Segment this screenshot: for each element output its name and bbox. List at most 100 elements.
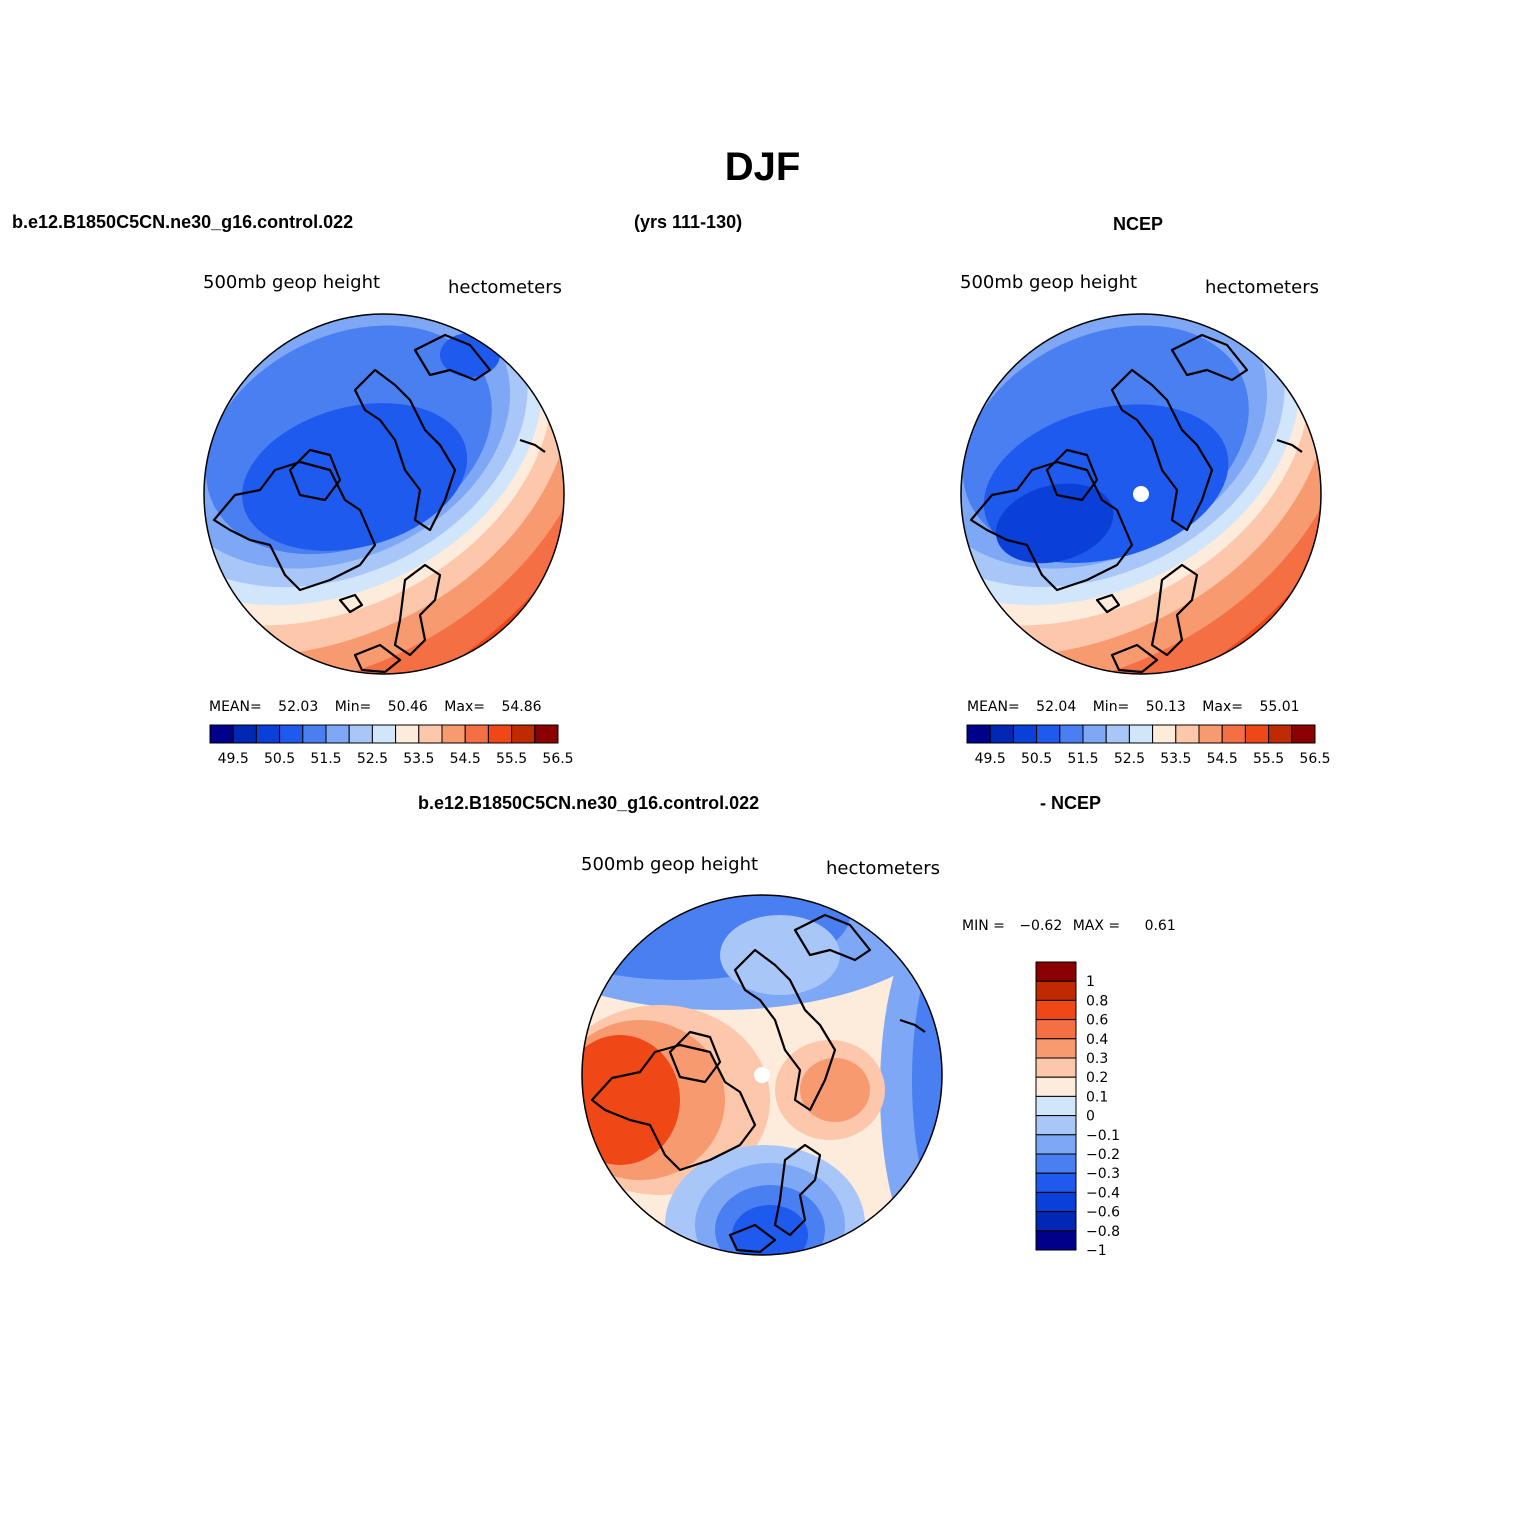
model-colorbar-box [348,724,373,744]
diff-obs-name-label: - NCEP [1040,793,1102,813]
obs-colorbar-tick: 51.5 [1067,751,1098,767]
model-colorbar-box [209,724,234,744]
model-colorbar-tick: 49.5 [218,751,249,767]
diff-colorbar-tick: 0.2 [1086,1070,1108,1086]
diff-colorbar-box [1035,1230,1077,1251]
obs-max-value: 55.01 [1259,699,1300,715]
diff-colorbar-tick: 0.4 [1086,1032,1108,1048]
obs-colorbar-tick: 50.5 [1021,751,1052,767]
diff-colorbar-tick: 0.3 [1086,1051,1108,1067]
model-map [203,313,565,675]
obs-colorbar-box [1175,724,1200,744]
obs-colorbar-tick: 55.5 [1253,751,1284,767]
obs-colorbar-box [1128,724,1154,744]
model-colorbar-box [395,724,420,744]
diff-colorbar-box [1035,1134,1077,1155]
diff-colorbar-box [1035,999,1077,1021]
diff-colorbar-box [1035,1019,1077,1040]
diff-subtitle-right: hectometers [826,858,940,879]
model-mean-label: MEAN= [209,699,262,715]
diff-colorbar-tick: −0.1 [1086,1128,1120,1144]
diff-max-label: MAX = [1072,918,1121,934]
obs-colorbar-tick: 54.5 [1207,751,1238,767]
page-title: DJF [724,145,801,189]
obs-colorbar-tick: 56.5 [1299,751,1330,767]
model-colorbar-tick: 53.5 [403,751,434,767]
diff-max-value: 0.61 [1144,918,1176,934]
diff-subtitle-left: 500mb geop height [581,854,759,875]
obs-map [960,313,1322,675]
obs-colorbar-tick: 53.5 [1160,751,1191,767]
model-colorbar-tick: 56.5 [542,751,573,767]
model-colorbar-tick: 55.5 [496,751,527,767]
obs-colorbar-box [1244,724,1270,744]
obs-colorbar-box [966,724,991,744]
model-mean-value: 52.03 [278,699,319,715]
obs-colorbar-box [1082,724,1107,744]
obs-colorbar-box [1268,724,1293,744]
obs-colorbar-box [1059,724,1084,744]
model-subtitle-left: 500mb geop height [203,272,381,293]
diff-pole-marker [754,1067,770,1083]
model-colorbar-tick: 54.5 [450,751,481,767]
model-colorbar-box [232,724,257,744]
diff-colorbar-box [1035,961,1077,982]
obs-colorbar-box [1291,724,1316,744]
model-min-value: 50.46 [387,699,428,715]
obs-min-value: 50.13 [1145,699,1186,715]
diff-colorbar-box [1035,1115,1077,1136]
diff-colorbar-tick: 0.6 [1086,1013,1108,1029]
diff-colorbar-tick: −0.4 [1086,1185,1120,1201]
model-colorbar-box [464,724,489,744]
diff-colorbar-box [1035,1172,1077,1193]
diff-map [581,894,943,1256]
model-max-label: Max= [444,699,485,715]
model-colorbar-tick: 52.5 [357,751,388,767]
model-colorbar-box [534,724,559,744]
model-colorbar-box [418,724,443,744]
diff-colorbar-box [1035,1191,1077,1213]
obs-colorbar-box [1221,724,1246,744]
diff-colorbar-tick: 0.1 [1086,1089,1108,1105]
obs-mean-value: 52.04 [1036,699,1077,715]
obs-colorbar-box [1198,724,1223,744]
diff-colorbar-tick: 0 [1086,1109,1095,1125]
obs-subtitle-right: hectometers [1205,277,1319,298]
case-name-label: b.e12.B1850C5CN.ne30_g16.control.022 [12,212,354,232]
model-stats: MEAN= 52.03 Min= 50.46 Max= 54.86 [209,699,542,715]
diff-case-name-label: b.e12.B1850C5CN.ne30_g16.control.022 [418,793,760,813]
model-colorbar-box [279,724,304,744]
obs-mean-label: MEAN= [967,699,1020,715]
diff-min-label: MIN = [962,918,1005,934]
model-colorbar: 49.5 50.5 51.5 52.5 53.5 54.5 55.5 56.5 [209,724,574,767]
years-label: (yrs 111-130) [634,212,743,232]
diff-colorbar-box [1035,1076,1077,1097]
diff-colorbar-tick: −1 [1086,1243,1107,1259]
model-max-value: 54.86 [501,699,542,715]
obs-colorbar-box [1152,724,1177,744]
obs-colorbar: 49.5 50.5 51.5 52.5 53.5 54.5 55.5 56.5 [966,724,1331,767]
diff-colorbar-tick: −0.2 [1086,1147,1120,1163]
obs-min-label: Min= [1092,699,1130,715]
model-colorbar-box [371,724,397,744]
obs-subtitle-left: 500mb geop height [960,272,1138,293]
obs-colorbar-box [1012,724,1038,744]
model-colorbar-box [487,724,513,744]
diff-colorbar-tick: 1 [1086,974,1095,990]
obs-name-label: NCEP [1113,214,1164,234]
obs-pole-marker [1133,486,1149,502]
diff-colorbar-box [1035,1211,1077,1232]
diff-stats: MIN = −0.62 MAX = 0.61 [962,918,1176,934]
model-colorbar-tick: 51.5 [310,751,341,767]
obs-colorbar-tick: 49.5 [975,751,1006,767]
model-subtitle-right: hectometers [448,277,562,298]
diff-colorbar-tick: −0.8 [1086,1224,1120,1240]
diff-colorbar-box [1035,980,1077,1001]
diff-colorbar-box [1035,1038,1077,1059]
diff-min-value: −0.62 [1019,918,1063,934]
model-colorbar-box [302,724,327,744]
diff-colorbar-tick: −0.3 [1086,1166,1120,1182]
model-colorbar-box [511,724,536,744]
model-colorbar-box [325,724,350,744]
